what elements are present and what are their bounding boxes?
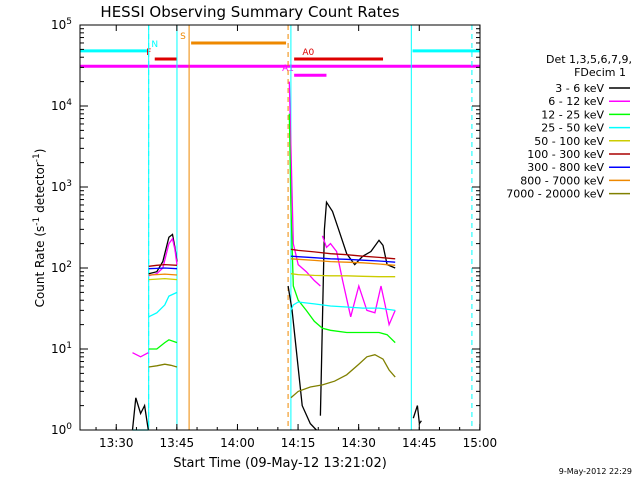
series-line: [131, 397, 149, 431]
series-line: [148, 263, 178, 267]
y-tick-label: 104: [51, 98, 72, 113]
x-tick-label: 14:30: [341, 436, 376, 450]
series-line: [148, 339, 178, 350]
flag-label: N: [151, 40, 158, 50]
series-line: [148, 273, 178, 276]
x-axis: 13:30 13:45 14:00 14:15 14:30 14:45 15:00: [95, 25, 498, 450]
series-line: [132, 352, 149, 358]
y-axis-label: Count Rate (s-1 detector-1): [32, 149, 47, 308]
legend-label: 800 - 7000 keV: [520, 174, 604, 187]
series-line: [290, 301, 396, 312]
x-tick-label: 14:15: [281, 436, 316, 450]
series-line: [412, 405, 422, 426]
series-line: [290, 354, 396, 399]
series-line: [290, 273, 396, 278]
legend-label: 6 - 12 keV: [548, 95, 604, 108]
x-tick-label: 13:30: [99, 436, 134, 450]
y-tick-label: 101: [51, 341, 72, 356]
flag-label: A0: [302, 48, 314, 58]
chart-title: HESSI Observing Summary Count Rates: [100, 3, 399, 21]
series-line: [319, 200, 396, 416]
series-line: [148, 237, 178, 277]
series-line: [287, 285, 317, 431]
x-tick-label: 14:00: [220, 436, 255, 450]
series-group: [131, 81, 422, 431]
flag-label: S: [180, 32, 186, 42]
legend-label: 50 - 100 keV: [534, 135, 604, 148]
legend-label: 300 - 800 keV: [527, 161, 604, 174]
series-line: [290, 248, 396, 260]
vertical-markers: [148, 25, 473, 430]
x-tick-label: 13:45: [160, 436, 195, 450]
series-line: [290, 258, 396, 266]
legend-label: 100 - 300 keV: [527, 148, 604, 161]
y-tick-label: 100: [51, 422, 72, 437]
flag-bars: NSFA0A1: [80, 32, 480, 77]
legend-label: 12 - 25 keV: [541, 108, 604, 121]
legend-header-line1: Det 1,3,5,6,7,9,: [546, 53, 632, 66]
y-tick-label: 105: [51, 17, 72, 32]
x-tick-label: 15:00: [463, 436, 498, 450]
generation-timestamp: 9-May-2012 22:29: [558, 467, 632, 476]
y-tick-label: 103: [51, 179, 72, 194]
series-line: [148, 267, 178, 270]
series-line: [288, 113, 396, 344]
legend-header-line2: FDecim 1: [574, 66, 626, 79]
y-label-mid: detector: [33, 162, 47, 217]
y-tick-label: 102: [51, 260, 72, 275]
x-axis-label: Start Time (09-May-12 13:21:02): [173, 456, 387, 471]
series-line: [148, 291, 178, 318]
plot-frame: [79, 24, 481, 431]
y-label-sup1: -1: [32, 217, 42, 226]
series-line: [321, 235, 396, 327]
series-line: [148, 363, 178, 368]
legend-label: 3 - 6 keV: [555, 82, 604, 95]
y-label-end: ): [33, 149, 47, 154]
y-axis: 100 101 102 103 104 105: [51, 17, 480, 437]
legend-label: 25 - 50 keV: [541, 122, 604, 135]
y-label-sup2: -1: [32, 153, 42, 162]
series-line: [148, 277, 178, 281]
flag-label: A1: [282, 64, 294, 74]
y-label-main: Count Rate (s: [33, 226, 47, 308]
series-line: [288, 81, 321, 287]
series-line: [290, 255, 396, 263]
legend-label: 7000 - 20000 keV: [506, 188, 604, 201]
x-tick-label: 14:45: [402, 436, 437, 450]
